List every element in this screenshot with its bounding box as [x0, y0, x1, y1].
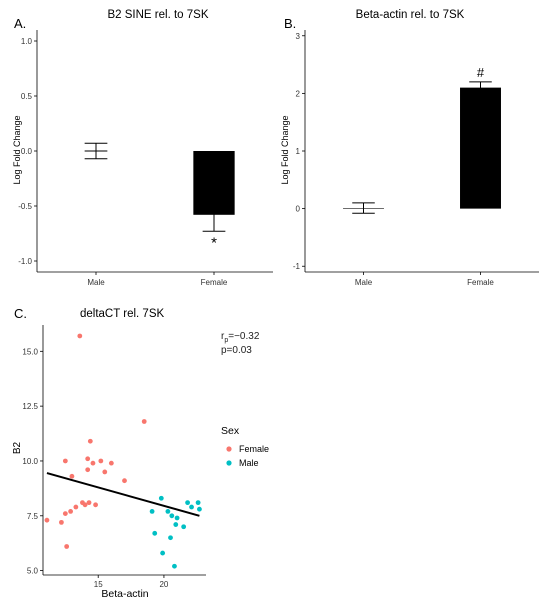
- data-point-male: [195, 500, 201, 506]
- data-point-female: [85, 456, 91, 462]
- data-point-female: [64, 544, 70, 549]
- data-point-female: [87, 438, 93, 444]
- data-point-female: [62, 511, 68, 516]
- data-point-female: [44, 517, 50, 523]
- panel-b-x-tick-label: Male: [355, 278, 373, 287]
- panel-b-bar-female: [460, 87, 501, 209]
- panel-c-points: [44, 333, 202, 569]
- panel-b-y-ticks: 3 2 1 0 -1: [293, 32, 305, 271]
- panel-b-error-bar-female: [469, 81, 492, 94]
- panel-c-y-axis-label: B2: [12, 441, 23, 454]
- panel-a-x-tick-label: Female: [201, 278, 228, 287]
- panel-c-x-tick-label: 15: [94, 580, 103, 589]
- panel-b: B. Beta-actin rel. to 7SK Log Fold Chang…: [280, 9, 539, 287]
- data-point-female: [73, 504, 79, 510]
- panel-c-x-axis-label: Beta-actin: [101, 588, 148, 600]
- panel-c-r-stat: rp=−0.32: [221, 331, 260, 344]
- panel-a-y-tick-label: -1.0: [18, 257, 32, 266]
- data-point-female: [69, 473, 75, 479]
- data-point-male: [149, 509, 155, 514]
- panel-b-x-ticks: Male Female: [355, 272, 494, 287]
- data-point-female: [86, 500, 92, 506]
- legend: Sex Female Male: [221, 425, 269, 468]
- panel-a-title: B2 SINE rel. to 7SK: [108, 9, 209, 21]
- panel-b-bars: #: [343, 65, 501, 214]
- data-point-female: [122, 478, 127, 484]
- panel-c-x-tick-label: 20: [159, 580, 168, 589]
- data-point-male: [169, 513, 175, 519]
- data-point-female: [68, 509, 74, 514]
- panel-b-x-tick-label: Female: [467, 278, 494, 287]
- data-point-female: [93, 502, 98, 508]
- panel-b-y-tick-label: 3: [296, 32, 301, 41]
- data-point-female: [90, 460, 96, 466]
- panel-a-label: A.: [14, 16, 26, 31]
- panel-a-significance-marker: *: [211, 234, 217, 251]
- panel-c-label: C.: [14, 306, 27, 321]
- legend-marker-female: [226, 446, 232, 452]
- data-point-female: [59, 519, 64, 525]
- panel-a-y-tick-label: -0.5: [18, 202, 32, 211]
- panel-b-y-axis-label: Log Fold Change: [280, 115, 290, 184]
- panel-c-y-ticks: 15.0 12.5 10.0 7.5 5.0: [22, 347, 43, 576]
- panel-c-y-tick-label: 7.5: [27, 512, 39, 521]
- panel-b-y-tick-label: 0: [296, 205, 301, 214]
- data-point-male: [158, 495, 164, 501]
- panel-a-y-ticks: 1.0 0.5 0.0 -0.5 -1.0: [18, 37, 37, 266]
- panel-a-bars: *: [84, 142, 235, 251]
- legend-label-male: Male: [239, 458, 259, 468]
- data-point-female: [77, 333, 83, 339]
- data-point-female: [108, 460, 114, 466]
- panel-c-x-ticks: 15 20: [94, 575, 169, 589]
- panel-b-label: B.: [284, 16, 296, 31]
- data-point-female: [85, 467, 91, 473]
- data-point-male: [181, 524, 187, 530]
- panel-a-y-axis-label: Log Fold Change: [12, 115, 22, 184]
- panel-a-error-bar-female: [202, 197, 226, 232]
- data-point-male: [160, 550, 166, 556]
- data-point-male: [152, 530, 158, 536]
- data-point-male: [168, 535, 173, 541]
- data-point-female: [141, 419, 147, 424]
- panel-c-y-tick-label: 10.0: [22, 457, 38, 466]
- panel-c-p-stat: p=0.03: [221, 345, 252, 356]
- panel-b-error-bar-male: [352, 202, 375, 214]
- data-point-male: [174, 515, 180, 521]
- legend-title: Sex: [221, 425, 240, 437]
- legend-marker-male: [226, 460, 232, 466]
- data-point-female: [62, 458, 68, 464]
- panel-a-y-tick-label: 0.0: [21, 147, 33, 156]
- data-point-male: [197, 506, 202, 512]
- data-point-female: [80, 500, 85, 506]
- panel-c-y-tick-label: 15.0: [22, 347, 38, 356]
- panel-c-title: deltaCT rel. 7SK: [80, 308, 164, 320]
- panel-a: A. B2 SINE rel. to 7SK Log Fold Change 1…: [12, 9, 273, 287]
- data-point-male: [172, 563, 177, 569]
- panel-a-y-tick-label: 1.0: [21, 37, 33, 46]
- panel-b-y-tick-label: 2: [296, 89, 301, 98]
- data-point-female: [102, 469, 108, 475]
- legend-label-female: Female: [239, 444, 269, 454]
- data-point-male: [173, 522, 179, 527]
- panel-c: C. deltaCT rel. 7SK B2 Beta-actin 15.0 12…: [12, 306, 269, 600]
- data-point-female: [98, 458, 104, 464]
- panel-b-y-tick-label: -1: [293, 262, 301, 271]
- panel-a-x-tick-label: Male: [87, 278, 105, 287]
- panel-b-y-tick-label: 1: [296, 147, 301, 156]
- data-point-male: [165, 509, 171, 514]
- panel-b-title: Beta-actin rel. to 7SK: [356, 9, 465, 21]
- panel-c-y-tick-label: 5.0: [27, 567, 39, 576]
- panel-a-y-tick-label: 0.5: [21, 92, 33, 101]
- data-point-male: [189, 504, 194, 510]
- panel-c-y-tick-label: 12.5: [22, 402, 38, 411]
- panel-b-significance-marker: #: [477, 65, 485, 80]
- data-point-male: [185, 500, 190, 506]
- panel-c-regression-line: [46, 472, 200, 517]
- panel-a-x-ticks: Male Female: [87, 272, 228, 287]
